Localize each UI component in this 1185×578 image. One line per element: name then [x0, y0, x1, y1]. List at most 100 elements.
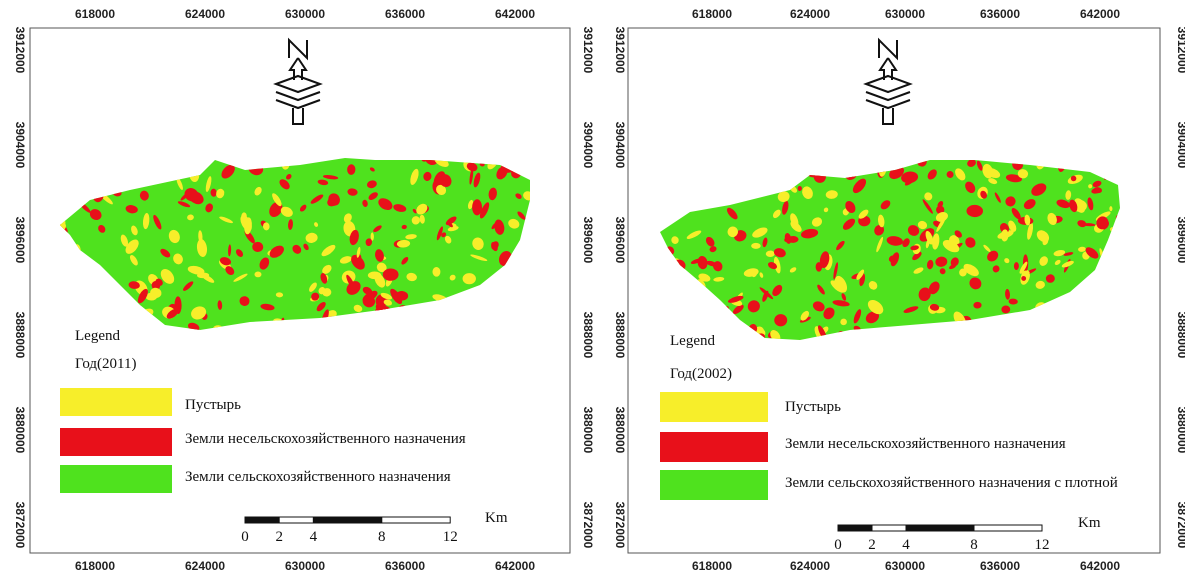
land-patch	[270, 320, 289, 338]
land-patch	[678, 282, 690, 294]
y-coord-right: 3888000	[581, 312, 595, 359]
scale-tick: 8	[970, 537, 978, 553]
land-patch	[438, 306, 451, 322]
land-patch	[689, 175, 698, 184]
land-patch	[500, 292, 509, 305]
land-patch	[53, 239, 68, 247]
land-patch	[372, 314, 388, 331]
scale-segment	[906, 525, 974, 531]
x-coord-top: 618000	[692, 7, 732, 21]
scale-tick: 12	[443, 529, 458, 545]
scale-tick: 4	[902, 537, 910, 553]
land-patch	[657, 290, 670, 303]
land-patch	[1075, 294, 1083, 303]
legend-title: Legend	[670, 333, 715, 349]
land-cover	[53, 151, 536, 338]
land-patch	[475, 287, 482, 294]
legend-label: Земли несельскохозяйственного назначения	[185, 431, 466, 447]
land-patch	[1067, 329, 1082, 343]
legend-swatch	[60, 428, 172, 456]
land-patch	[1079, 320, 1090, 330]
land-patch	[966, 323, 978, 338]
land-patch	[435, 322, 442, 331]
land-patch	[786, 154, 801, 173]
y-coord-left: 3888000	[613, 312, 627, 359]
land-patch	[885, 151, 901, 169]
legend-swatch	[660, 392, 768, 422]
legend-swatch	[660, 432, 768, 462]
legend-year: Год(2002)	[670, 366, 732, 382]
land-patch	[706, 173, 718, 191]
land-patch	[973, 302, 981, 309]
land-patch	[53, 256, 68, 272]
north-arrow	[276, 40, 320, 124]
land-patch	[809, 156, 829, 173]
land-patch	[496, 318, 511, 332]
land-patch	[675, 170, 691, 185]
land-patch	[124, 321, 140, 337]
legend-label: Земли сельскохозяйственного назначения с…	[785, 475, 1118, 491]
land-patch	[751, 243, 761, 249]
land-patch	[880, 161, 889, 170]
y-coord-left: 3880000	[13, 407, 27, 454]
land-cover	[657, 151, 1125, 348]
land-patch	[518, 257, 528, 263]
land-patch	[72, 305, 79, 318]
land-patch	[236, 153, 250, 168]
land-patch	[701, 165, 713, 177]
y-coord-left: 3912000	[13, 27, 27, 74]
land-patch	[948, 327, 963, 344]
land-patch	[1015, 321, 1029, 336]
land-patch	[54, 208, 66, 225]
land-patch	[1066, 333, 1083, 345]
land-patch	[768, 186, 778, 192]
x-coord-top: 624000	[790, 7, 830, 21]
land-patch	[493, 281, 506, 294]
north-arrow	[866, 40, 910, 124]
x-coord-bottom: 630000	[885, 559, 925, 573]
x-coord-top: 636000	[385, 7, 425, 21]
land-patch	[657, 275, 664, 282]
land-patch	[754, 160, 762, 167]
y-coord-right: 3904000	[1175, 122, 1185, 169]
x-coord-bottom: 618000	[75, 559, 115, 573]
land-patch	[57, 295, 67, 303]
land-patch	[660, 301, 671, 310]
land-patch	[93, 298, 103, 308]
land-patch	[87, 158, 95, 167]
scale-tick: 12	[1035, 537, 1050, 553]
land-patch	[705, 176, 719, 188]
y-coord-right: 3880000	[1175, 407, 1185, 454]
land-patch	[111, 294, 130, 309]
legend-swatch	[660, 470, 768, 500]
land-patch	[410, 319, 425, 330]
land-patch	[698, 152, 713, 169]
land-patch	[677, 171, 696, 187]
legend-title: Legend	[75, 328, 120, 344]
land-patch	[785, 169, 794, 177]
land-base	[660, 160, 1120, 340]
y-coord-right: 3872000	[581, 502, 595, 549]
land-patch	[484, 286, 489, 292]
north-n	[289, 40, 307, 58]
land-patch	[693, 157, 709, 169]
land-patch	[69, 170, 83, 184]
land-patch	[427, 313, 441, 329]
y-coord-left: 3904000	[613, 122, 627, 169]
land-patch	[493, 296, 504, 307]
land-patch	[1021, 312, 1027, 318]
y-coord-right: 3880000	[581, 407, 595, 454]
land-patch	[254, 272, 261, 278]
map-panel: 6180006180006240006240006300006300006360…	[13, 7, 595, 573]
land-patch	[659, 251, 668, 264]
y-coord-right: 3872000	[1175, 502, 1185, 549]
land-patch	[468, 309, 472, 322]
x-coord-top: 630000	[885, 7, 925, 21]
y-coord-left: 3896000	[613, 217, 627, 264]
land-patch	[708, 165, 720, 178]
x-coord-top: 624000	[185, 7, 225, 21]
land-patch	[734, 194, 739, 201]
land-patch	[660, 251, 672, 265]
page: {"panels": [ {"x_labels": [618000, 62400…	[0, 0, 1185, 578]
land-patch	[738, 329, 751, 343]
